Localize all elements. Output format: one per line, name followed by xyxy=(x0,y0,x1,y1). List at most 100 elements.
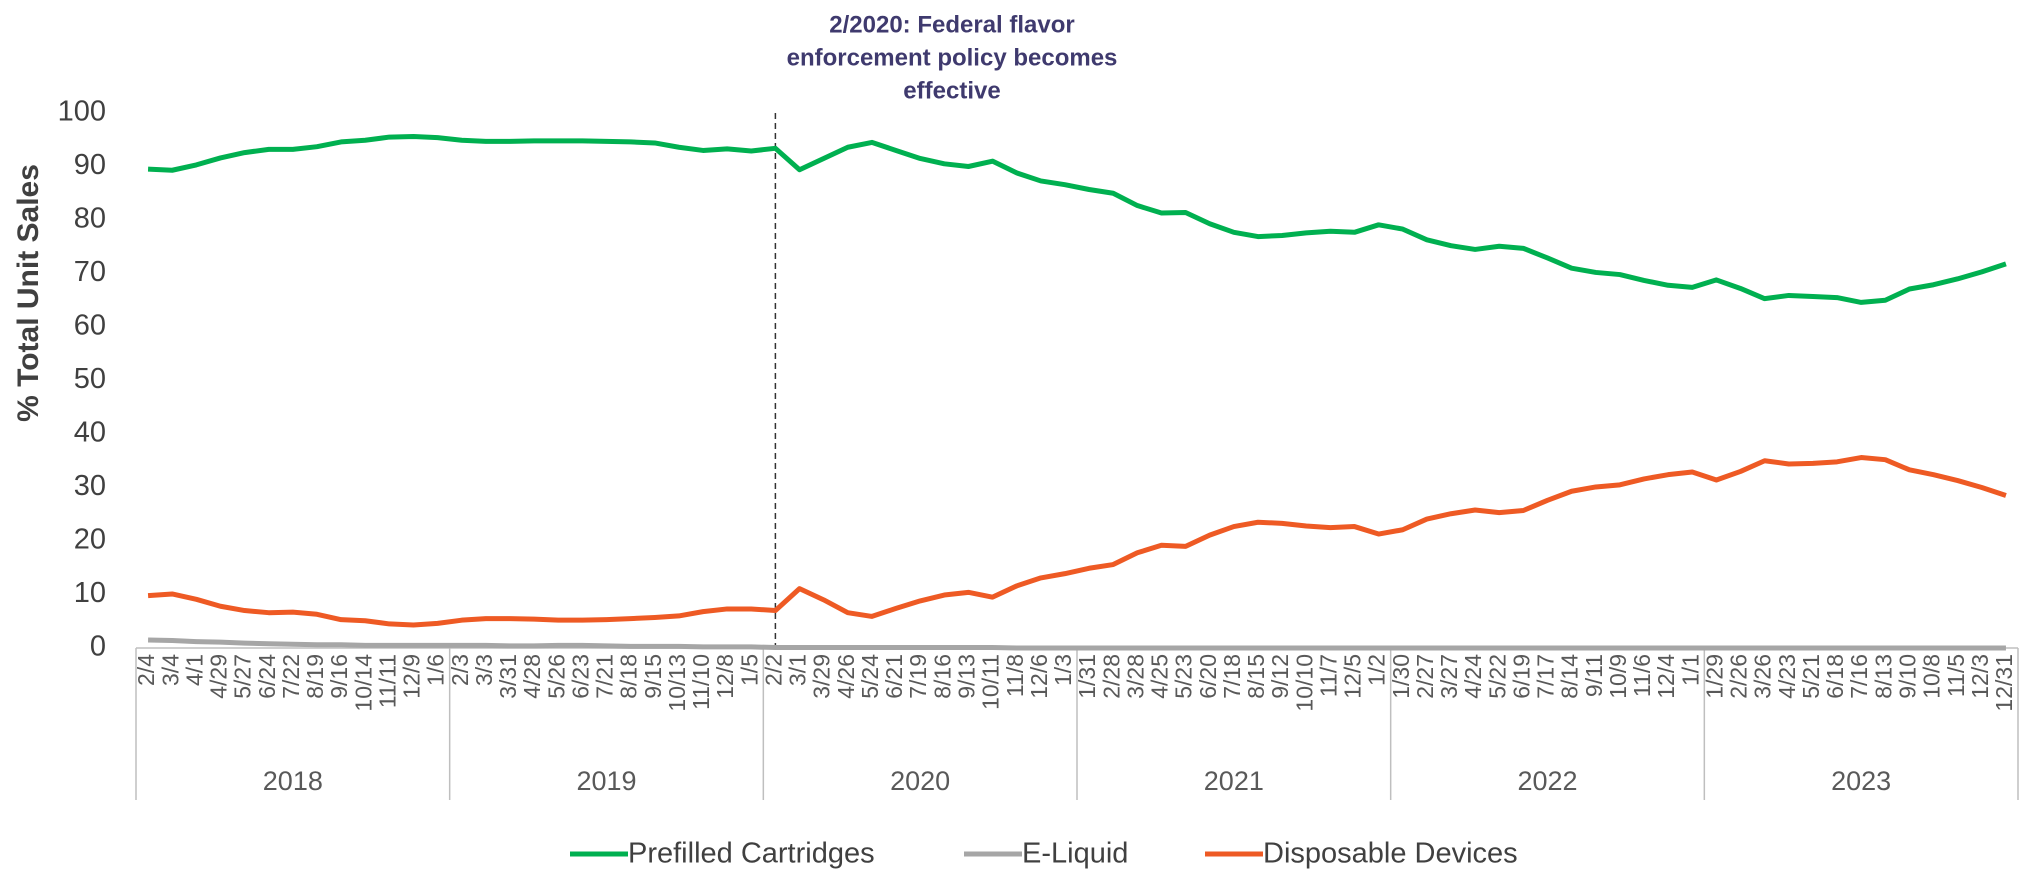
x-tick-label: 8/15 xyxy=(1243,654,1269,699)
x-group-label: 2021 xyxy=(1204,766,1264,796)
y-tick-label: 100 xyxy=(58,96,106,128)
x-tick-label: 2/26 xyxy=(1726,654,1752,699)
x-tick-label: 1/3 xyxy=(1050,654,1076,686)
annotation-text: enforcement policy becomes xyxy=(787,44,1118,71)
y-tick-label: 50 xyxy=(74,363,106,395)
x-tick-label: 8/14 xyxy=(1557,654,1583,699)
x-tick-label: 3/3 xyxy=(471,654,497,686)
x-tick-label: 9/16 xyxy=(326,654,352,699)
y-tick-label: 80 xyxy=(74,203,106,235)
legend-label: E-Liquid xyxy=(1022,838,1128,870)
x-tick-label: 7/16 xyxy=(1846,654,1872,699)
x-tick-label: 3/31 xyxy=(495,654,521,699)
x-tick-label: 1/2 xyxy=(1364,654,1390,686)
x-tick-label: 1/5 xyxy=(736,654,762,686)
x-tick-label: 4/25 xyxy=(1147,654,1173,699)
legend-label: Disposable Devices xyxy=(1263,838,1518,870)
y-tick-label: 60 xyxy=(74,310,106,342)
x-tick-label: 1/30 xyxy=(1388,654,1414,699)
legend-label: Prefilled Cartridges xyxy=(628,838,875,870)
y-tick-label: 10 xyxy=(74,577,106,609)
x-tick-label: 6/20 xyxy=(1195,654,1221,699)
x-tick-label: 6/21 xyxy=(881,654,907,699)
x-tick-label: 5/27 xyxy=(230,654,256,699)
x-tick-label: 10/8 xyxy=(1919,654,1945,699)
x-tick-label: 12/5 xyxy=(1340,654,1366,699)
y-axis-title: % Total Unit Sales xyxy=(12,164,45,422)
x-tick-label: 11/5 xyxy=(1943,654,1969,697)
x-tick-label: 5/22 xyxy=(1484,654,1510,699)
x-tick-label: 12/8 xyxy=(712,654,738,699)
x-tick-label: 4/1 xyxy=(181,654,207,686)
x-tick-label: 12/6 xyxy=(1026,654,1052,699)
y-tick-label: 20 xyxy=(74,524,106,556)
x-tick-label: 5/23 xyxy=(1171,654,1197,699)
x-tick-label: 9/13 xyxy=(954,654,980,699)
x-tick-label: 6/24 xyxy=(254,654,280,699)
x-tick-label: 7/17 xyxy=(1533,654,1559,699)
x-tick-label: 2/28 xyxy=(1098,654,1124,699)
x-tick-label: 6/19 xyxy=(1508,654,1534,699)
x-tick-label: 2/4 xyxy=(133,654,159,686)
x-tick-label: 8/19 xyxy=(302,654,328,699)
x-tick-label: 11/8 xyxy=(1002,654,1028,697)
x-tick-label: 7/21 xyxy=(592,654,618,699)
x-tick-label: 4/26 xyxy=(833,654,859,699)
x-tick-label: 4/23 xyxy=(1774,654,1800,699)
x-group-label: 2019 xyxy=(576,766,636,796)
x-tick-label: 5/24 xyxy=(857,654,883,699)
x-tick-label: 9/11 xyxy=(1581,654,1607,697)
x-tick-label: 6/18 xyxy=(1822,654,1848,699)
x-tick-label: 9/10 xyxy=(1895,654,1921,699)
x-tick-label: 12/4 xyxy=(1653,654,1679,699)
x-tick-label: 12/31 xyxy=(1991,654,2017,712)
y-tick-label: 90 xyxy=(74,149,106,181)
series-line xyxy=(148,637,2006,651)
x-tick-label: 2/3 xyxy=(447,654,473,686)
x-tick-label: 7/19 xyxy=(905,654,931,699)
x-tick-label: 3/29 xyxy=(809,654,835,699)
x-tick-label: 5/21 xyxy=(1798,654,1824,699)
x-tick-label: 1/29 xyxy=(1701,654,1727,699)
x-tick-label: 3/27 xyxy=(1436,654,1462,699)
series-line xyxy=(147,134,2007,305)
x-tick-label: 3/4 xyxy=(157,654,183,686)
y-tick-label: 70 xyxy=(74,256,106,288)
annotation-text: effective xyxy=(903,77,1000,104)
x-group-label: 2020 xyxy=(890,766,950,796)
x-tick-label: 4/29 xyxy=(206,654,232,699)
x-tick-label: 11/10 xyxy=(688,654,714,710)
x-tick-label: 2/27 xyxy=(1412,654,1438,699)
x-tick-label: 4/24 xyxy=(1460,654,1486,699)
y-tick-label: 0 xyxy=(90,631,106,663)
x-tick-label: 7/22 xyxy=(278,654,304,699)
x-tick-label: 10/11 xyxy=(978,654,1004,710)
x-tick-label: 5/26 xyxy=(543,654,569,699)
x-tick-label: 1/6 xyxy=(423,654,449,686)
x-tick-label: 10/9 xyxy=(1605,654,1631,699)
x-tick-label: 12/3 xyxy=(1967,654,1993,699)
x-tick-label: 1/1 xyxy=(1677,654,1703,686)
x-tick-label: 10/13 xyxy=(664,654,690,712)
x-tick-label: 1/31 xyxy=(1074,654,1100,699)
x-tick-label: 3/28 xyxy=(1122,654,1148,699)
x-tick-label: 8/13 xyxy=(1870,654,1896,699)
x-tick-label: 11/7 xyxy=(1315,654,1341,697)
x-tick-label: 8/16 xyxy=(929,654,955,699)
x-tick-label: 6/23 xyxy=(567,654,593,699)
x-tick-label: 3/26 xyxy=(1750,654,1776,699)
series-line xyxy=(147,455,2007,628)
y-tick-label: 30 xyxy=(74,470,106,502)
x-group-label: 2023 xyxy=(1831,766,1891,796)
x-tick-label: 10/10 xyxy=(1291,654,1317,712)
x-tick-label: 11/6 xyxy=(1629,654,1655,697)
x-tick-label: 11/11 xyxy=(374,654,400,708)
x-tick-label: 8/18 xyxy=(616,654,642,699)
annotation-text: 2/2020: Federal flavor xyxy=(829,11,1074,38)
x-tick-label: 10/14 xyxy=(350,654,376,712)
y-tick-label: 40 xyxy=(74,417,106,449)
x-tick-label: 7/18 xyxy=(1219,654,1245,699)
x-group-label: 2018 xyxy=(263,766,323,796)
x-tick-label: 12/9 xyxy=(399,654,425,699)
